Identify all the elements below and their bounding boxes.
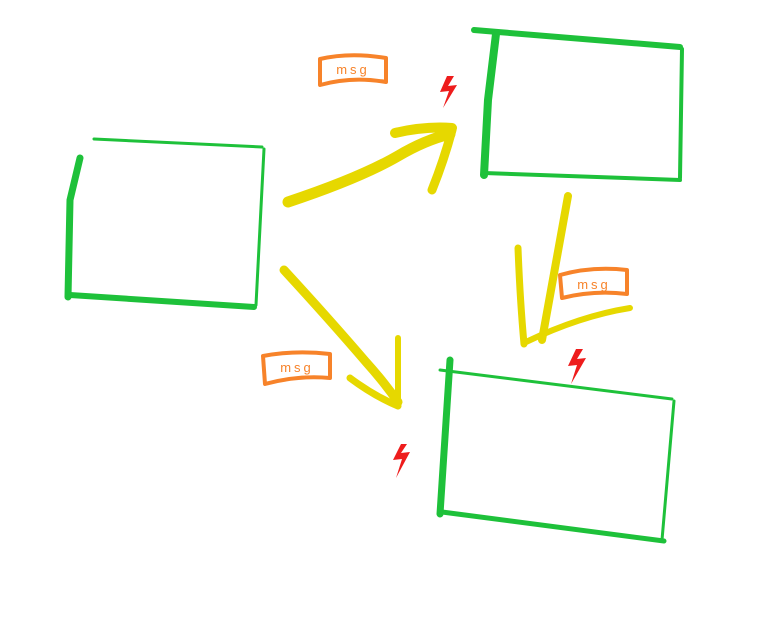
node-top-right[interactable] <box>471 27 684 182</box>
message-tag: msg <box>558 266 629 300</box>
arrow-left-to-top-right <box>282 122 457 208</box>
lightning-icon <box>568 349 586 384</box>
node-left[interactable] <box>64 137 266 310</box>
message-label: msg <box>336 62 370 77</box>
message-tag: msg <box>318 53 388 87</box>
node-bottom-right[interactable] <box>436 356 676 544</box>
message-label: msg <box>280 360 314 375</box>
arrow-left-to-bottom-right <box>279 265 403 410</box>
message-tag: msg <box>261 350 332 386</box>
lightning-icon <box>440 76 457 108</box>
arrow-top-right-to-bottom-right <box>514 192 633 348</box>
message-label: msg <box>577 277 611 292</box>
lightning-icon <box>393 444 410 478</box>
